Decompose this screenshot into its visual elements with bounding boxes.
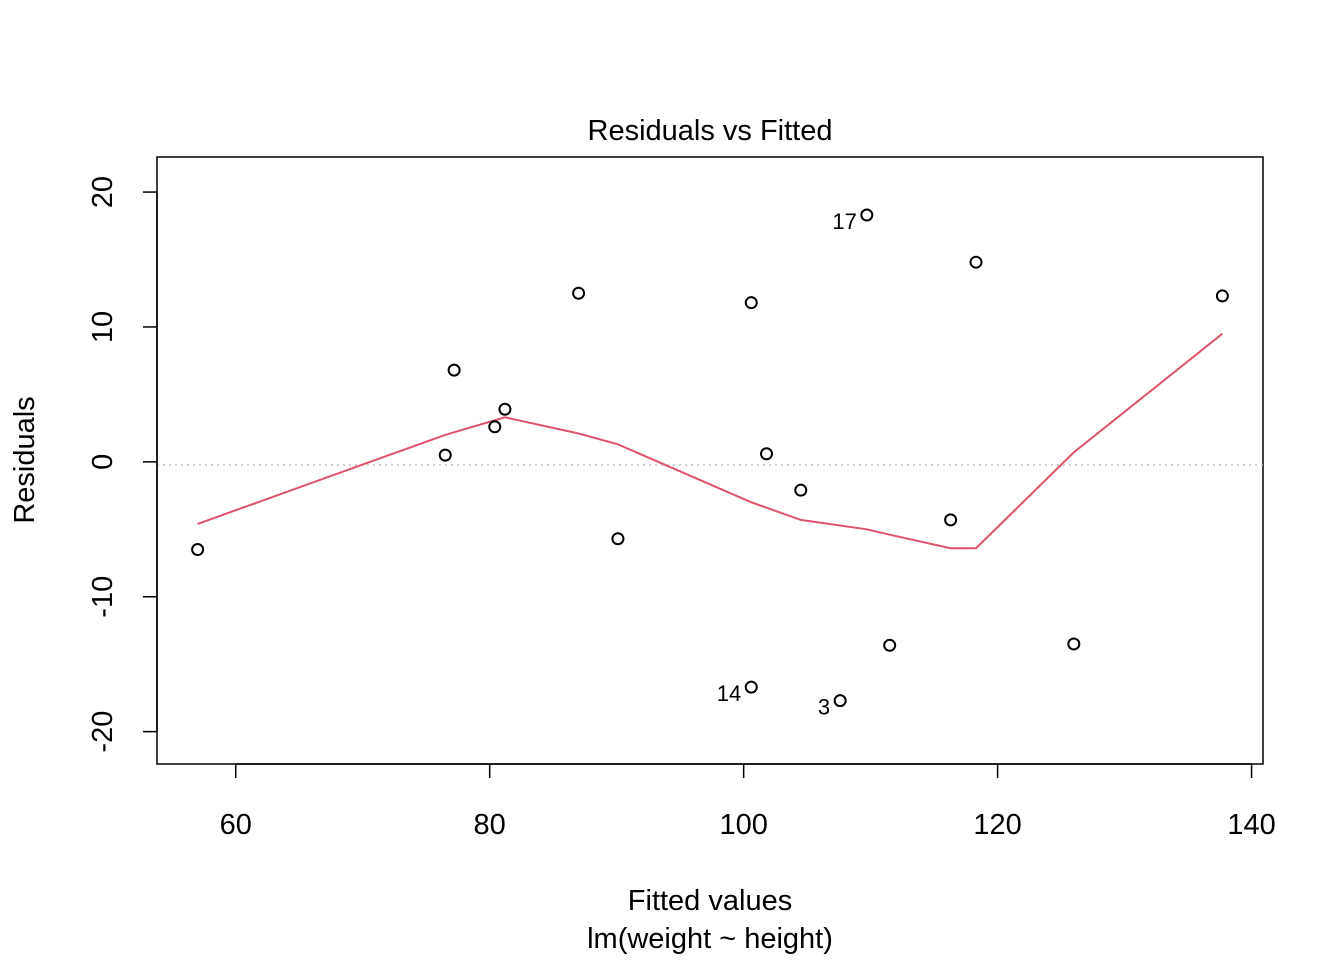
residual-point	[1067, 637, 1081, 651]
y-axis: -20 -10 0 10 20	[87, 176, 158, 753]
y-tick-label: 10	[87, 311, 119, 343]
x-tick-label: 100	[719, 809, 767, 841]
residual-point	[572, 286, 586, 300]
x-tick-label: 140	[1227, 809, 1275, 841]
point-id-label: 14	[717, 681, 741, 706]
x-tick-label: 120	[973, 809, 1021, 841]
residual-point	[611, 532, 625, 546]
residual-point	[794, 483, 808, 497]
y-axis-label: Residuals	[9, 396, 41, 523]
x-axis: 60 80 100 120 140	[220, 763, 1276, 841]
y-tick-label: -10	[87, 576, 119, 618]
residual-point	[969, 255, 983, 269]
residual-point	[760, 447, 774, 461]
residual-point	[498, 402, 512, 416]
loess-smoother-line	[197, 332, 1224, 550]
residual-point	[860, 208, 874, 222]
x-tick-label: 60	[220, 809, 252, 841]
smoother-layer	[197, 332, 1224, 550]
chart-title: Residuals vs Fitted	[588, 115, 833, 147]
point-id-label: 3	[818, 695, 830, 720]
points-layer	[191, 208, 1229, 708]
residual-point	[883, 638, 897, 652]
x-tick-label: 80	[474, 809, 506, 841]
residual-point	[833, 694, 847, 708]
residual-point	[744, 680, 758, 694]
x-axis-label: Fitted values	[628, 885, 792, 917]
y-tick-label: -20	[87, 711, 119, 753]
model-formula-subtitle: lm(weight ~ height)	[587, 923, 833, 955]
residual-point	[191, 543, 205, 557]
y-tick-label: 20	[87, 176, 119, 208]
point-id-label: 17	[832, 209, 856, 234]
y-tick-label: 0	[87, 454, 119, 470]
residual-point	[1215, 289, 1229, 303]
residual-point	[944, 513, 958, 527]
residual-point	[488, 420, 502, 434]
residual-point	[447, 363, 461, 377]
residual-point	[744, 296, 758, 310]
residual-point	[438, 448, 452, 462]
point-labels-layer: 14 3 17	[717, 209, 857, 720]
